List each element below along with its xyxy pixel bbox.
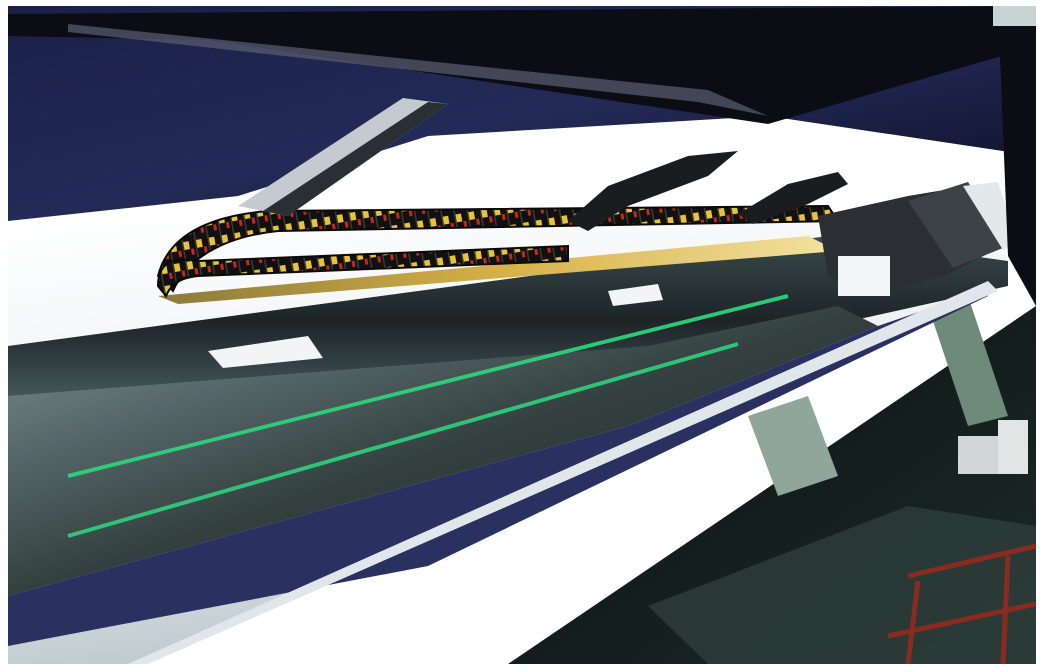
- green-led-strip-2: [67, 342, 739, 538]
- motor-housing: [908, 182, 1008, 268]
- cable-tie-wrap-2: [738, 172, 848, 224]
- trough-bottom-cloth: [8, 288, 988, 646]
- background-box: [958, 436, 1004, 474]
- cable-carrier-chain-lower: [156, 244, 569, 298]
- rail-clip-2: [608, 284, 663, 306]
- right-edge-shadow: [998, 6, 1036, 306]
- rail-clip-1: [208, 336, 323, 368]
- carriage-white-plate: [838, 256, 890, 296]
- background-cabinet: [748, 396, 838, 496]
- cable-tie-wrap: [568, 151, 738, 231]
- linear-stage-photo: [8, 6, 1036, 664]
- upper-frame-bar: [8, 6, 1036, 124]
- lower-edge-rail: [128, 281, 998, 664]
- steel-trough: [8, 306, 878, 596]
- frame-highlight: [68, 24, 768, 116]
- brass-strip: [158, 236, 838, 304]
- support-strut-shadow: [263, 102, 448, 216]
- red-rack: [887, 543, 1036, 664]
- background-box-2: [998, 420, 1028, 474]
- green-led-strip-1: [67, 294, 789, 478]
- motor-highlight: [963, 182, 1018, 250]
- background-post: [928, 296, 1008, 426]
- top-right-corner: [993, 6, 1036, 26]
